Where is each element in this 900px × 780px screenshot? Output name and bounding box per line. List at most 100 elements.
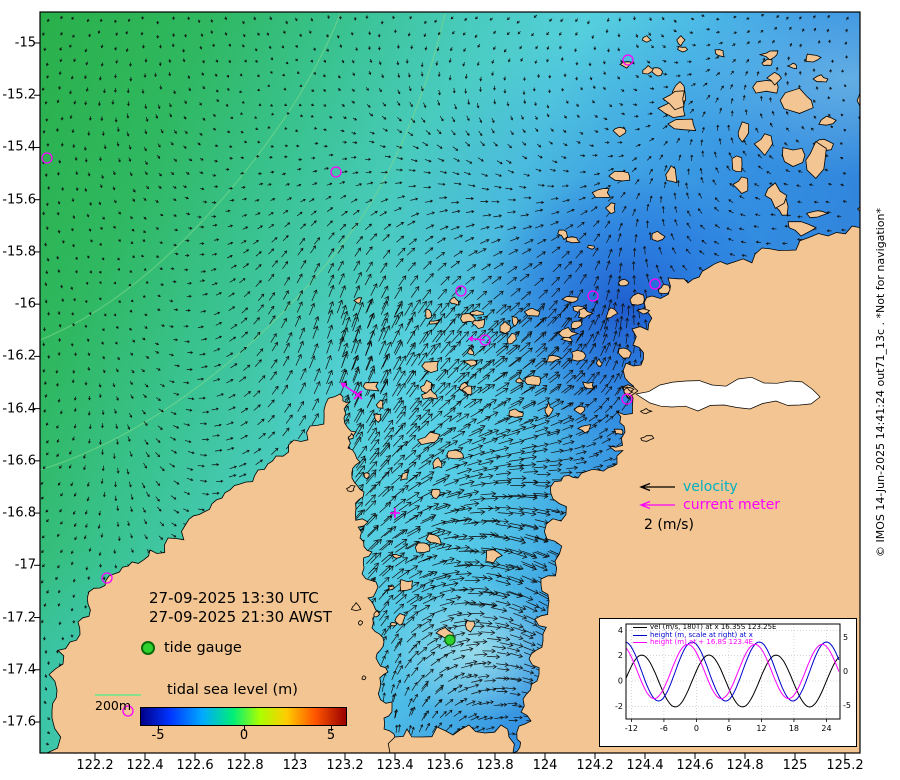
velocity-legend-row: velocity (636, 478, 780, 496)
island (782, 147, 806, 167)
island (508, 408, 524, 418)
island (651, 230, 666, 242)
colorbar-tick-label: 5 (326, 728, 336, 743)
x-tick-label: 123.4 (376, 758, 414, 773)
island (394, 613, 406, 626)
inset-plot: -12 -6 0 6 12 18 24 4 2 0 -2 5 0 -5 (615, 623, 851, 733)
current-meter-arrow-icon (340, 382, 359, 396)
inset-series-line (625, 643, 840, 700)
x-tick-label: 123.2 (326, 758, 364, 773)
current-meter-circle-icon (649, 278, 661, 290)
velocity-legend: velocity current meter 2 (m/s) (636, 478, 780, 533)
y-tick-label: -17.2 (2, 610, 36, 626)
current-meter-circle-icon (622, 54, 634, 66)
inset-right-tick-label: 5 (843, 633, 848, 642)
south-shore (387, 724, 515, 753)
y-tick-label: -16.4 (2, 401, 36, 417)
island (425, 533, 442, 546)
island (786, 62, 797, 69)
island (805, 141, 827, 179)
island (506, 332, 517, 345)
x-tick-label: 122.4 (126, 758, 164, 773)
axis-tick-marks (34, 42, 846, 759)
island (662, 90, 685, 111)
y-tick-label: -16.8 (2, 505, 36, 521)
island (766, 71, 782, 86)
current-meter-circle-icon (455, 285, 467, 297)
island (565, 236, 581, 244)
inset-x-tick-label: 0 (694, 724, 699, 733)
x-tick-label: 124.2 (576, 758, 614, 773)
y-tick-label: -15 (14, 35, 36, 51)
island (464, 620, 476, 633)
x-tick-label: 124.8 (726, 758, 764, 773)
velocity-label: velocity (683, 479, 738, 495)
legend-line-icon (633, 627, 647, 629)
island (399, 471, 409, 481)
island (665, 165, 678, 184)
y-tick-label: -15.2 (2, 87, 36, 103)
depth-contour-line-icon (95, 694, 141, 696)
island (347, 432, 354, 440)
island (677, 46, 689, 53)
island (375, 399, 384, 409)
island (779, 87, 814, 114)
island (357, 620, 363, 626)
timestamp-utc: 27-09-2025 13:30 UTC (149, 589, 319, 607)
colorbar-tick-label: -5 (151, 728, 165, 743)
island (353, 297, 363, 304)
island (737, 121, 750, 143)
island (425, 308, 432, 319)
island (466, 347, 475, 356)
island (586, 244, 596, 250)
x-tick-label: 125 (782, 758, 808, 773)
island (570, 320, 583, 330)
island (753, 133, 773, 157)
island (414, 542, 431, 553)
current-meter-circle-icon (101, 572, 113, 584)
island (511, 315, 519, 328)
island (362, 381, 380, 392)
y-tick-label: -15.6 (2, 192, 36, 208)
island (651, 67, 663, 77)
current-meter-circle-icon (587, 290, 599, 302)
inset-left-tick-label: -2 (615, 702, 623, 711)
island (618, 278, 630, 287)
inset-right-tick-label: -5 (843, 701, 851, 710)
tide-gauge-marker-icon (444, 634, 456, 646)
island (363, 472, 370, 480)
inset-chart: -12 -6 0 6 12 18 24 4 2 0 -2 5 0 -5 vel (m/s, 180T) a… (599, 618, 857, 747)
island (560, 336, 573, 342)
island (731, 155, 743, 173)
velocity-arrow-icon (639, 482, 675, 492)
island (448, 296, 460, 306)
island (629, 292, 645, 306)
island (387, 585, 395, 591)
colorbar-tick-label: 0 (239, 728, 249, 743)
inset-left-tick-label: 4 (618, 626, 623, 635)
velocity-scale-label: 2 (m/s) (644, 517, 694, 533)
island (544, 400, 554, 418)
tide-gauge-icon (141, 641, 155, 655)
island (420, 388, 439, 400)
island (608, 170, 631, 182)
island (818, 115, 837, 126)
island (399, 578, 414, 592)
y-tick-label: -17 (14, 557, 36, 573)
island (561, 296, 579, 303)
colorbar-tick (244, 726, 245, 731)
x-tick-label: 125.2 (826, 758, 864, 773)
x-tick-label: 123.6 (426, 758, 464, 773)
island (657, 283, 671, 295)
y-tick-label: -15.4 (2, 139, 36, 155)
island (421, 360, 439, 374)
colorbar-title: tidal sea level (m) (167, 682, 298, 698)
colorbar-tick (158, 726, 159, 731)
island (676, 35, 686, 47)
colorbar: -5 0 5 (140, 707, 347, 743)
island (471, 318, 486, 330)
island (374, 413, 382, 423)
inset-legend-item: height (m, scale at right) at x (633, 631, 776, 640)
station-plus-icon (390, 508, 400, 518)
